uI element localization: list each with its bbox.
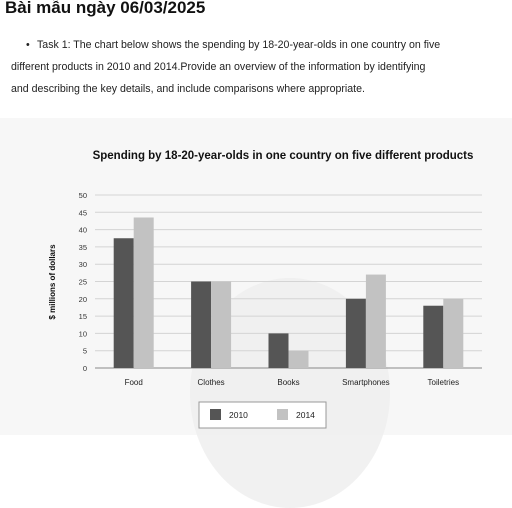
- y-tick-label: 40: [79, 226, 87, 235]
- x-tick-label: Books: [277, 378, 299, 387]
- y-tick-label: 0: [83, 364, 87, 373]
- bar-smartphones-2010: [345, 298, 366, 368]
- chart-legend: 2010 2014: [198, 401, 327, 429]
- y-tick-label: 15: [79, 312, 87, 321]
- y-tick-label: 50: [79, 191, 87, 200]
- bar-books-2014: [288, 350, 309, 368]
- x-axis-ticks: Food Clothes Books Smartphones Toiletries: [125, 378, 460, 387]
- y-tick-label: 45: [79, 208, 87, 217]
- y-axis-label: $ millions of dollars: [48, 244, 57, 320]
- bullet: •: [26, 39, 30, 51]
- legend-label-2010: 2010: [229, 410, 248, 420]
- task-line-2: different products in 2010 and 2014.Prov…: [11, 61, 426, 73]
- y-tick-label: 5: [83, 347, 87, 356]
- y-tick-label: 20: [79, 295, 87, 304]
- x-tick-label: Toiletries: [428, 378, 460, 387]
- x-tick-label: Clothes: [198, 378, 225, 387]
- bar-chart: Spending by 18-20-year-olds in one count…: [48, 150, 482, 429]
- y-axis-ticks: 0 5 10 15 20 25 30 35 40 45 50: [79, 191, 87, 373]
- y-tick-label: 25: [79, 278, 87, 287]
- chart-title: Spending by 18-20-year-olds in one count…: [93, 150, 474, 162]
- x-tick-label: Food: [125, 378, 143, 387]
- page-title: Bài mẫu ngày 06/03/2025: [5, 0, 206, 17]
- task-line-1: Task 1: The chart below shows the spendi…: [37, 39, 441, 51]
- y-tick-label: 30: [79, 260, 87, 269]
- bar-toiletries-2014: [443, 298, 464, 368]
- bar-clothes-2010: [191, 281, 212, 368]
- legend-swatch-2014: [277, 409, 288, 420]
- legend-label-2014: 2014: [296, 410, 315, 420]
- y-tick-label: 35: [79, 243, 87, 252]
- legend-swatch-2010: [210, 409, 221, 420]
- bar-smartphones-2014: [365, 274, 386, 368]
- bar-books-2010: [268, 333, 289, 368]
- task-line-3: and describing the key details, and incl…: [11, 83, 365, 95]
- x-tick-label: Smartphones: [342, 378, 390, 387]
- bar-clothes-2014: [211, 281, 232, 368]
- y-tick-label: 10: [79, 329, 87, 338]
- bar-food-2010: [113, 238, 134, 368]
- chart-bars: [113, 217, 464, 368]
- task-description: • Task 1: The chart below shows the spen…: [11, 34, 496, 100]
- bar-food-2014: [133, 217, 154, 368]
- bar-toiletries-2010: [423, 305, 444, 368]
